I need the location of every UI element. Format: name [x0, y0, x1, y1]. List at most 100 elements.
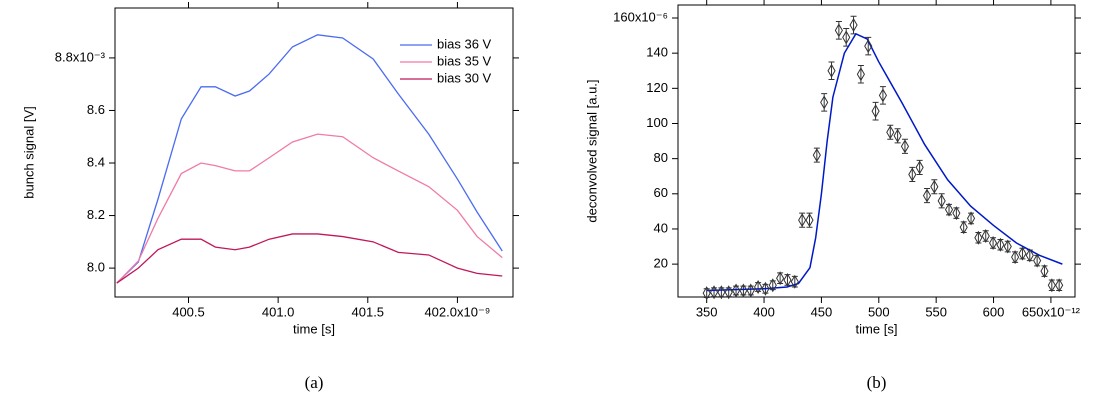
- x-tick-label: 350: [696, 304, 718, 319]
- error-bar: [1012, 251, 1019, 263]
- data-point: [776, 271, 785, 286]
- legend-label: bias 30 V: [437, 70, 492, 85]
- error-bar: [931, 179, 938, 195]
- legend-label: bias 36 V: [437, 36, 492, 51]
- data-point: [842, 30, 851, 45]
- error-bar: [711, 287, 718, 298]
- x-tick-label: 650x10⁻¹²: [1022, 304, 1081, 319]
- data-point: [1025, 248, 1034, 263]
- y-tick-label: 140: [646, 45, 668, 60]
- y-tick-label: 80: [654, 150, 668, 165]
- data-point: [717, 285, 726, 300]
- data-point: [930, 179, 939, 194]
- data-point: [952, 206, 961, 221]
- x-tick-label: 550: [925, 304, 947, 319]
- data-point: [731, 283, 741, 298]
- data-point: [974, 230, 983, 245]
- fit-line: [706, 32, 1063, 292]
- data-point: [820, 95, 829, 110]
- data-point: [981, 229, 990, 243]
- x-tick-label: 401.5: [352, 304, 385, 319]
- x-axis-title: time [s]: [856, 321, 898, 336]
- data-point: [908, 167, 917, 182]
- data-point: [900, 139, 910, 154]
- data-point: [893, 128, 902, 143]
- data-point: [709, 285, 719, 300]
- data-point: [1003, 239, 1012, 254]
- error-bar: [909, 166, 916, 183]
- y-tick-label: 8.2: [87, 207, 105, 222]
- error-bar: [894, 128, 901, 144]
- data-point: [988, 236, 998, 251]
- data-point: [886, 125, 895, 140]
- caption: (a): [305, 373, 324, 392]
- data-point: [790, 274, 799, 289]
- x-tick-label: 500: [868, 304, 890, 319]
- data-point: [812, 148, 821, 163]
- data-point: [827, 63, 836, 78]
- data-point: [1047, 278, 1056, 293]
- error-bar: [901, 138, 908, 154]
- data-point: [944, 202, 954, 217]
- x-tick-label: 450: [811, 304, 833, 319]
- x-tick-label: 400.5: [172, 304, 205, 319]
- error-bar: [1048, 279, 1055, 291]
- data-point: [959, 220, 968, 235]
- plot-frame: [677, 4, 1076, 298]
- data-point: [937, 193, 946, 208]
- error-bar: [806, 212, 813, 228]
- error-bar: [777, 272, 784, 284]
- data-point: [856, 67, 865, 82]
- data-point: [1011, 250, 1020, 265]
- y-tick-label: 120: [646, 80, 668, 95]
- y-tick-label: 100: [646, 115, 668, 130]
- series-line: [116, 133, 503, 284]
- y-axis-title: deconvolved signal [a.u.]: [584, 79, 599, 222]
- data-point: [915, 160, 924, 175]
- data-point: [996, 237, 1005, 252]
- error-bar: [799, 212, 806, 228]
- x-tick-label: 400: [753, 304, 775, 319]
- data-point: [783, 272, 792, 287]
- error-bar: [1004, 240, 1011, 253]
- x-tick-label: 600: [983, 304, 1005, 319]
- error-bar: [733, 285, 740, 296]
- error-bar: [960, 221, 967, 233]
- error-bar: [946, 203, 953, 216]
- x-tick-label: 401.0: [262, 304, 295, 319]
- error-bar: [938, 193, 945, 209]
- data-point: [849, 18, 858, 33]
- data-point: [864, 39, 873, 54]
- data-point: [1055, 278, 1064, 293]
- data-point: [878, 88, 888, 103]
- series-line: [116, 233, 503, 284]
- plot-frame: [114, 7, 514, 298]
- error-bar: [923, 188, 930, 204]
- error-bar: [953, 207, 960, 219]
- data-point: [805, 213, 814, 228]
- data-point: [702, 286, 711, 301]
- y-tick-label: 8.4: [87, 154, 105, 169]
- y-tick-label: 8.8x10⁻³: [55, 49, 106, 64]
- error-bar: [990, 237, 997, 249]
- y-tick-label: 8.0: [87, 260, 105, 275]
- data-point: [1018, 246, 1027, 261]
- error-bar: [813, 147, 820, 163]
- y-tick-label: 40: [654, 220, 668, 235]
- y-axis-title: bunch signal [V]: [21, 106, 36, 199]
- data-point: [1040, 264, 1049, 279]
- y-tick-label: 20: [654, 256, 668, 271]
- error-bar: [1056, 279, 1063, 291]
- legend-label: bias 35 V: [437, 53, 492, 68]
- data-point: [761, 281, 770, 296]
- error-bar: [1041, 265, 1048, 277]
- error-bar: [755, 282, 762, 292]
- error-bar: [997, 239, 1004, 251]
- error-bar: [784, 274, 791, 286]
- series-line: [116, 34, 503, 284]
- y-tick-label: 8.6: [87, 102, 105, 117]
- caption: (b): [867, 373, 887, 392]
- data-point: [966, 211, 976, 226]
- error-bar: [1019, 247, 1026, 260]
